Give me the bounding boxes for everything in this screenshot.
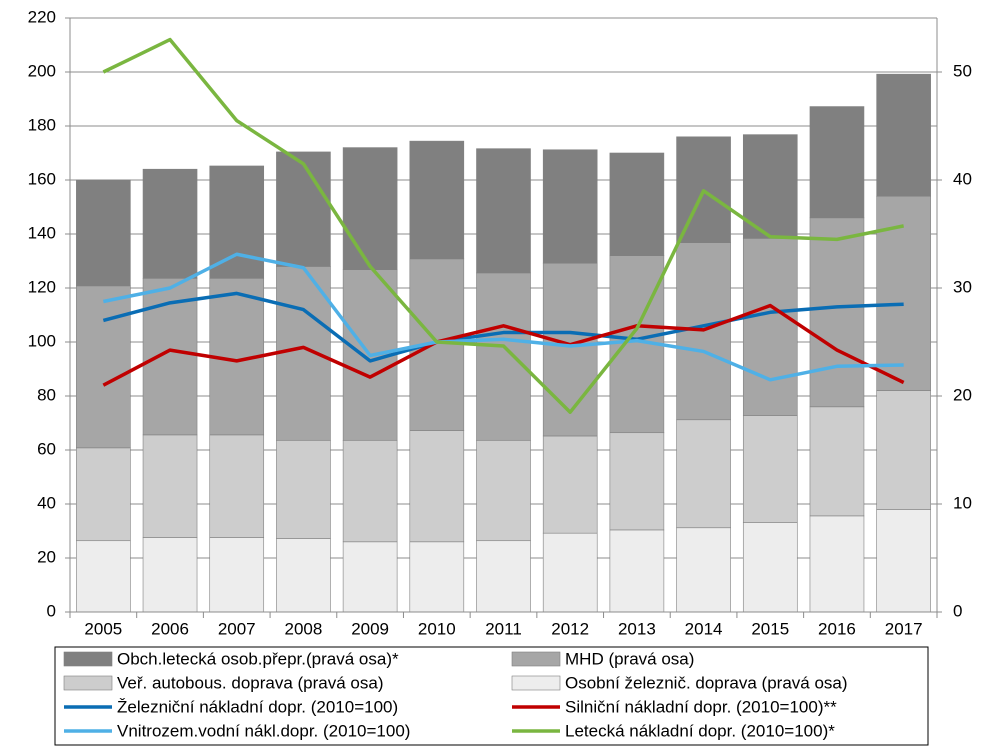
legend-frame bbox=[54, 646, 929, 746]
bar-segment bbox=[676, 419, 731, 529]
y-tick-label: 200 bbox=[28, 61, 56, 80]
y-tick-label: 0 bbox=[47, 601, 56, 620]
bar-segment bbox=[742, 134, 798, 239]
x-tick-label: 2014 bbox=[685, 619, 723, 638]
bar-segment bbox=[76, 285, 131, 449]
legend-swatch bbox=[511, 651, 561, 667]
bar-segment bbox=[876, 390, 931, 510]
y-tick-label: 140 bbox=[28, 223, 56, 242]
line-series bbox=[102, 37, 905, 414]
bar-segment bbox=[809, 406, 865, 517]
bar-segment bbox=[542, 532, 598, 613]
bar-segment bbox=[476, 272, 531, 441]
y-tick-label: 220 bbox=[28, 7, 56, 26]
y-tick-label: 80 bbox=[37, 385, 56, 404]
y-tick-label: 40 bbox=[37, 493, 56, 512]
y2-tick-label: 50 bbox=[953, 61, 972, 80]
x-tick-label: 2008 bbox=[285, 619, 323, 638]
x-tick-label: 2009 bbox=[351, 619, 389, 638]
bar-segment bbox=[209, 537, 265, 613]
line-series bbox=[102, 252, 904, 382]
bar-segment bbox=[609, 432, 665, 531]
y-tick-label: 20 bbox=[37, 547, 56, 566]
bar-segment bbox=[742, 238, 798, 416]
bar-segment bbox=[876, 509, 931, 613]
bar-segment bbox=[876, 195, 931, 391]
x-tick-label: 2005 bbox=[84, 619, 122, 638]
legend-label: MHD (pravá osa) bbox=[565, 649, 694, 668]
legend: Obch.letecká osob.přepr.(pravá osa)* MHD … bbox=[54, 646, 929, 746]
bar-segment bbox=[809, 515, 865, 613]
bar-segment bbox=[809, 217, 865, 408]
bar-segment bbox=[409, 541, 465, 613]
y2-tick-label: 40 bbox=[953, 169, 972, 188]
x-tick-label: 2015 bbox=[751, 619, 789, 638]
bar-segment bbox=[409, 430, 465, 543]
bar-segment bbox=[342, 541, 398, 613]
bar-segment bbox=[76, 447, 131, 542]
legend-swatch bbox=[63, 651, 113, 667]
bar-segment bbox=[476, 439, 531, 542]
line-series bbox=[102, 291, 904, 363]
legend-label: Veř. autobous. doprava (pravá osa) bbox=[117, 673, 384, 692]
bar-segment bbox=[209, 434, 265, 538]
x-tick-label: 2011 bbox=[485, 619, 522, 638]
bar-segment bbox=[276, 266, 331, 441]
bar-segment bbox=[142, 168, 198, 279]
bar-segment bbox=[542, 435, 598, 534]
bar-segment bbox=[76, 540, 131, 613]
legend-swatch bbox=[511, 675, 561, 691]
y2-tick-label: 30 bbox=[953, 277, 972, 296]
y-tick-label: 120 bbox=[28, 277, 56, 296]
bar-segment bbox=[342, 147, 398, 270]
bar-segment bbox=[76, 179, 131, 287]
bar-segment bbox=[276, 439, 331, 539]
bar-segment bbox=[609, 529, 665, 613]
bar-segment bbox=[742, 522, 798, 613]
legend-label: Obch.letecká osob.přepr.(pravá osa)* bbox=[117, 649, 399, 668]
x-tick-label: 2007 bbox=[218, 619, 256, 638]
bar-segment bbox=[476, 540, 531, 613]
legend-label: Letecká nákladní dopr. (2010=100)* bbox=[565, 721, 835, 740]
bar-segment bbox=[276, 151, 331, 267]
bar-segment bbox=[209, 165, 265, 279]
y2-tick-label: 0 bbox=[953, 601, 962, 620]
legend-swatch bbox=[63, 675, 113, 691]
bar-segment bbox=[809, 106, 865, 219]
x-tick-label: 2017 bbox=[885, 619, 923, 638]
bar-segment bbox=[542, 262, 598, 437]
bar-segment bbox=[876, 73, 931, 197]
line-series bbox=[102, 303, 905, 387]
x-tick-label: 2013 bbox=[618, 619, 656, 638]
bar-segment bbox=[676, 527, 731, 613]
y-tick-label: 100 bbox=[28, 331, 56, 350]
bar-segment bbox=[142, 434, 198, 538]
bar-segment bbox=[609, 152, 665, 256]
x-tick-label: 2010 bbox=[418, 619, 456, 638]
legend-label: Osobní železnič. doprava (pravá osa) bbox=[565, 673, 848, 692]
legend-label: Železniční nákladní dopr. (2010=100) bbox=[117, 697, 398, 716]
y2-tick-label: 10 bbox=[953, 493, 972, 512]
bar-segment bbox=[342, 439, 398, 543]
bar-segment bbox=[476, 148, 531, 274]
x-tick-label: 2006 bbox=[151, 619, 189, 638]
y-tick-label: 60 bbox=[37, 439, 56, 458]
legend-label: Silniční nákladní dopr. (2010=100)** bbox=[565, 697, 837, 716]
bar-segment bbox=[276, 538, 331, 613]
y-tick-label: 180 bbox=[28, 115, 56, 134]
bar-segment bbox=[542, 149, 598, 264]
bar-segment bbox=[409, 140, 465, 260]
legend-label: Vnitrozem.vodní nákl.dopr. (2010=100) bbox=[117, 721, 410, 740]
bar-segment bbox=[742, 415, 798, 523]
y-tick-label: 160 bbox=[28, 169, 56, 188]
x-tick-label: 2012 bbox=[551, 619, 589, 638]
y2-tick-label: 20 bbox=[953, 385, 972, 404]
x-tick-label: 2016 bbox=[818, 619, 856, 638]
bar-segment bbox=[142, 537, 198, 613]
